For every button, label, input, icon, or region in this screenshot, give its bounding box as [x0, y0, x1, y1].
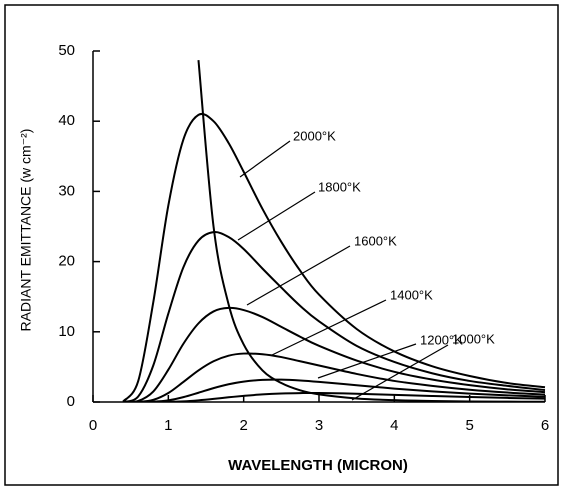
x-tick-label: 3 — [315, 417, 323, 434]
plot-area — [122, 60, 546, 402]
series-label: 1800°K — [318, 179, 361, 194]
x-tick-label: 2 — [239, 417, 247, 434]
frame — [4, 4, 559, 486]
leader-line — [317, 343, 417, 379]
series-label: 1600°K — [354, 233, 397, 248]
y-tick-label: 10 — [58, 323, 75, 340]
curve — [122, 112, 546, 402]
leader-line — [351, 344, 449, 401]
leader-line — [237, 191, 316, 241]
series-label: 1400°K — [390, 287, 433, 302]
series-label: 2000°K — [293, 128, 336, 143]
y-tick-label: 20 — [58, 253, 75, 270]
leader-line — [271, 299, 387, 356]
series-label: 1200°K — [420, 332, 463, 347]
curve — [123, 352, 546, 402]
x-tick-label: 6 — [541, 417, 549, 434]
leader-line — [239, 140, 291, 178]
leader-line — [246, 245, 351, 306]
curve — [123, 391, 546, 402]
x-tick-label: 4 — [390, 417, 398, 434]
x-tick-label: 1 — [164, 417, 172, 434]
curve — [122, 231, 546, 402]
x-tick-label: 5 — [465, 417, 473, 434]
curve — [123, 378, 546, 402]
y-tick-label: 50 — [58, 42, 75, 59]
x-axis-title: WAVELENGTH (MICRON) — [228, 457, 408, 474]
y-tick-label: 40 — [58, 112, 75, 129]
y-axis-title: RADIANT EMITTANCE (w cm⁻²) — [18, 129, 34, 332]
series-label: 1000°K — [452, 331, 495, 346]
y-tick-label: 0 — [67, 393, 75, 410]
y-tick-label: 30 — [58, 182, 75, 199]
curve — [197, 60, 546, 402]
x-tick-label: 0 — [89, 417, 97, 434]
curve — [123, 306, 546, 402]
